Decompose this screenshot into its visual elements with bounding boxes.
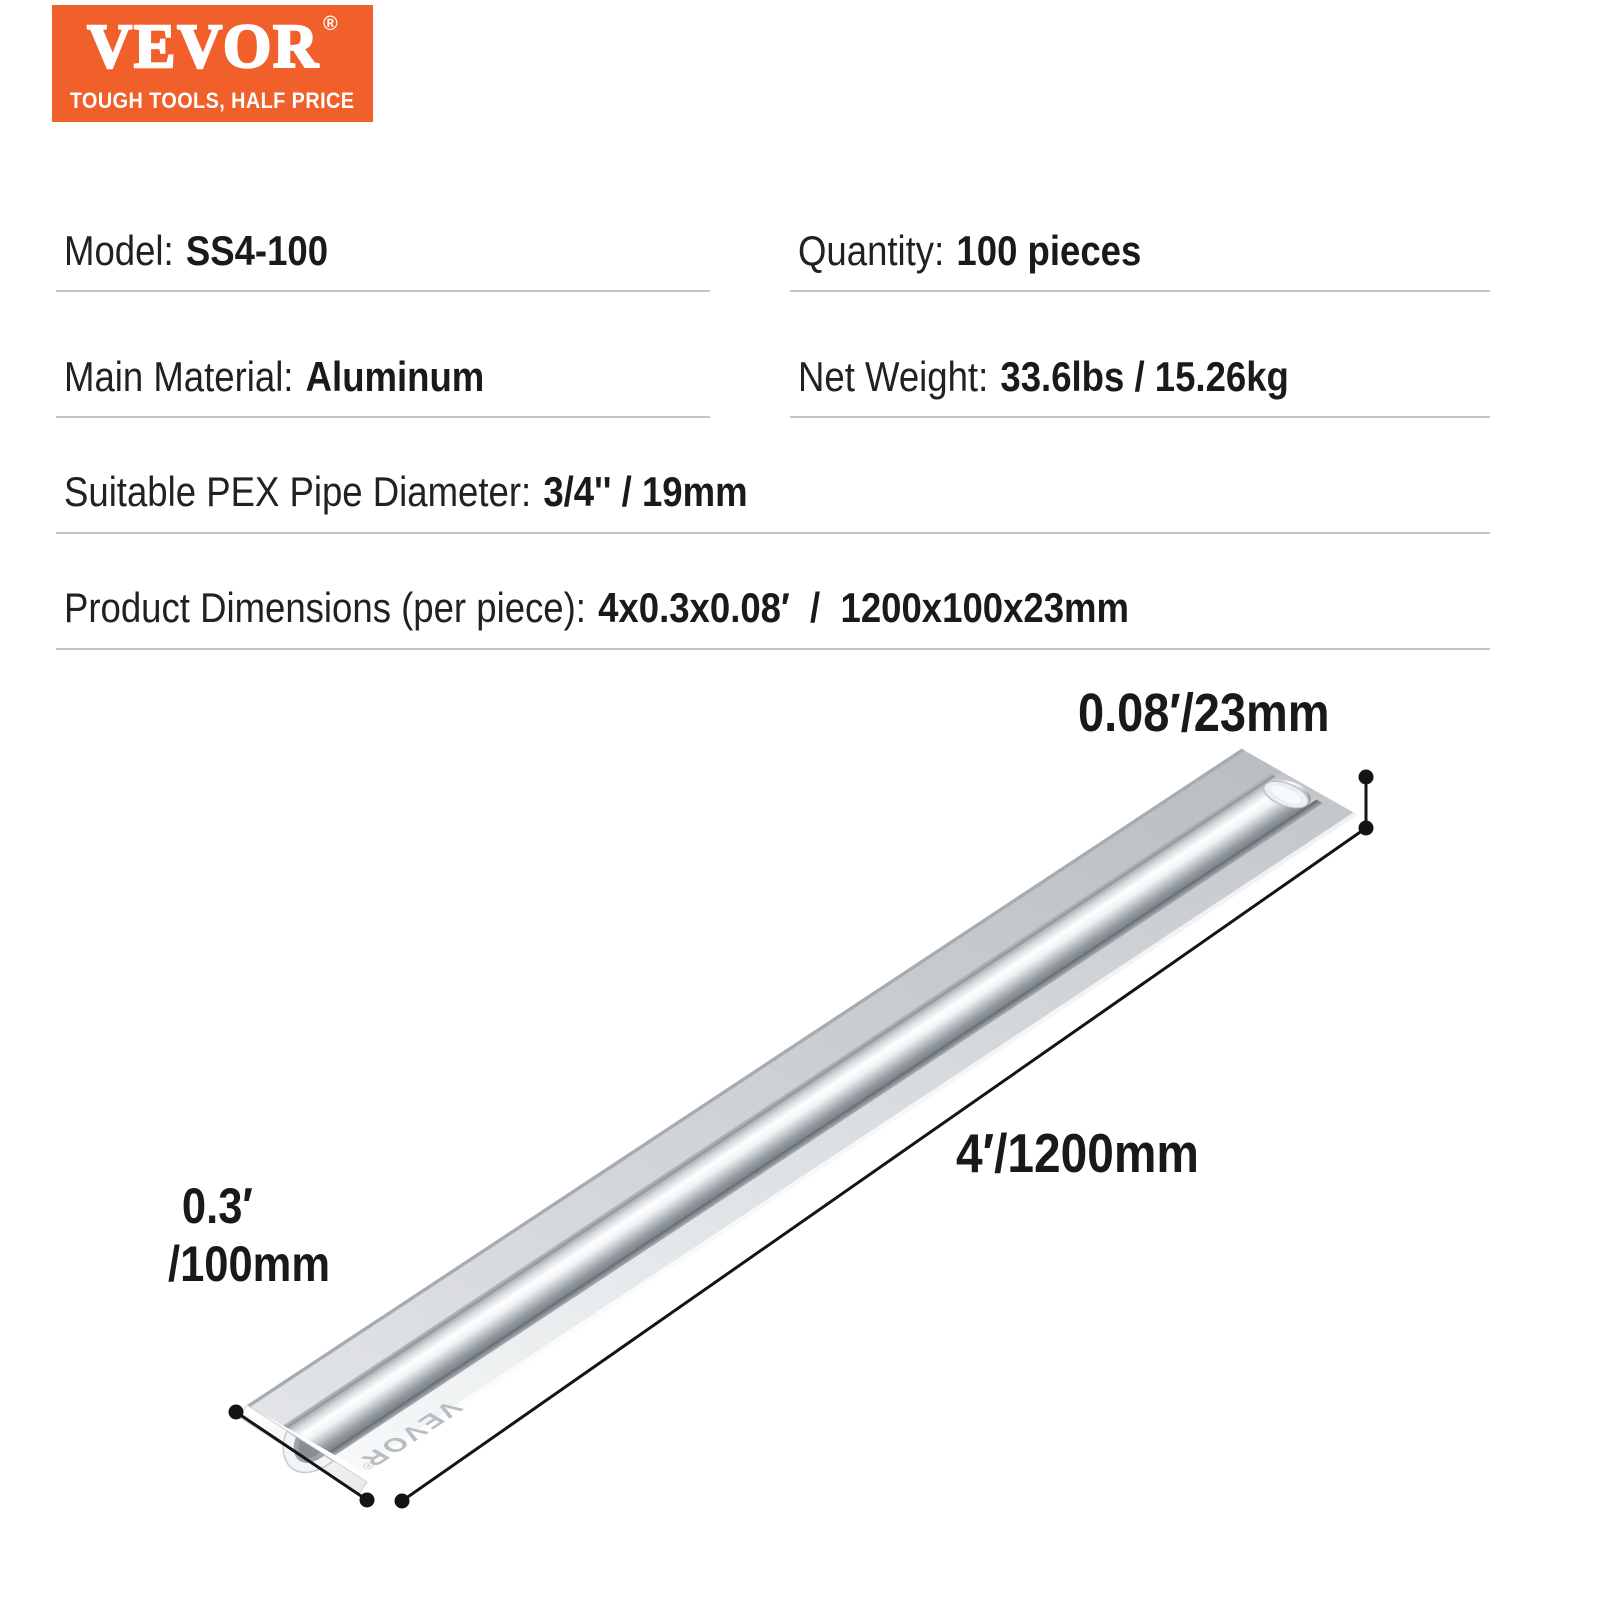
spec-value: 100 pieces bbox=[956, 227, 1142, 274]
dimension-dot bbox=[1358, 769, 1374, 785]
spec-value: 33.6lbs / 15.26kg bbox=[1000, 353, 1289, 400]
spec-label: Quantity: bbox=[798, 227, 945, 274]
length-dimension-label: 4′/1200mm bbox=[956, 1122, 1199, 1184]
dimension-line-width bbox=[234, 1410, 369, 1502]
registered-mark-icon: ® bbox=[322, 12, 338, 35]
spec-row-pex-diameter: Suitable PEX Pipe Diameter: 3/4'' / 19mm bbox=[56, 452, 1490, 534]
plate-watermark: VEVOR bbox=[353, 1397, 470, 1472]
dimension-dot bbox=[228, 1404, 244, 1420]
spec-label: Model: bbox=[64, 227, 174, 274]
brand-wordmark: VEVOR ® bbox=[86, 12, 338, 81]
plate-end-face bbox=[238, 1404, 368, 1495]
spec-label: Product Dimensions (per piece): bbox=[64, 584, 586, 631]
brand-name: VEVOR bbox=[86, 12, 320, 81]
thickness-dimension-label: 0.08′/23mm bbox=[1078, 683, 1330, 743]
end-face-arch-outer bbox=[282, 1429, 335, 1474]
spec-label: Suitable PEX Pipe Diameter: bbox=[64, 468, 532, 515]
plate-bottom-rim bbox=[358, 812, 1358, 1472]
end-face-arch-hollow bbox=[293, 1437, 325, 1463]
tube-end-cap bbox=[1262, 780, 1310, 809]
channel-groove-upper bbox=[282, 773, 1276, 1429]
spec-row-net-weight: Net Weight: 33.6lbs / 15.26kg bbox=[790, 338, 1490, 418]
width-dimension-label: 0.3′ /100mm bbox=[168, 1178, 330, 1293]
dimension-dot bbox=[1358, 820, 1374, 836]
spec-row-material: Main Material: Aluminum bbox=[56, 338, 710, 418]
dimension-dot bbox=[394, 1493, 410, 1509]
spec-value: 3/4'' / 19mm bbox=[543, 468, 748, 515]
plate-upper-flange-shade bbox=[247, 748, 1283, 1429]
spec-label: Main Material: bbox=[64, 353, 294, 400]
dimension-dot bbox=[359, 1492, 375, 1508]
pex-channel-tube bbox=[287, 779, 1311, 1452]
brand-logo: VEVOR ® TOUGH TOOLS, HALF PRICE bbox=[52, 5, 373, 122]
brand-tagline: TOUGH TOOLS, HALF PRICE bbox=[70, 87, 355, 113]
spec-row-quantity: Quantity: 100 pieces bbox=[790, 212, 1490, 292]
spec-value: SS4-100 bbox=[185, 227, 329, 274]
heat-transfer-plate: VEVOR ® bbox=[247, 748, 1358, 1472]
plate-top-edge bbox=[247, 748, 1245, 1407]
spec-value: Aluminum bbox=[305, 353, 485, 400]
tube-end-cap-highlight bbox=[1270, 785, 1302, 804]
spec-row-model: Model: SS4-100 bbox=[56, 212, 710, 292]
dimension-dots bbox=[228, 769, 1374, 1509]
dimension-line-length bbox=[400, 826, 1368, 1503]
end-face-arch-hollow-deep bbox=[298, 1440, 320, 1459]
spec-row-product-dimensions: Product Dimensions (per piece): 4x0.3x0.… bbox=[56, 568, 1490, 650]
width-dimension-line2: /100mm bbox=[168, 1235, 331, 1292]
plate-base bbox=[247, 748, 1358, 1472]
spec-label: Net Weight: bbox=[798, 353, 989, 400]
spec-value: 4x0.3x0.08′ / 1200x100x23mm bbox=[598, 584, 1130, 631]
width-dimension-line1: 0.3′ bbox=[181, 1178, 253, 1234]
plate-watermark-registered: ® bbox=[358, 1460, 378, 1472]
